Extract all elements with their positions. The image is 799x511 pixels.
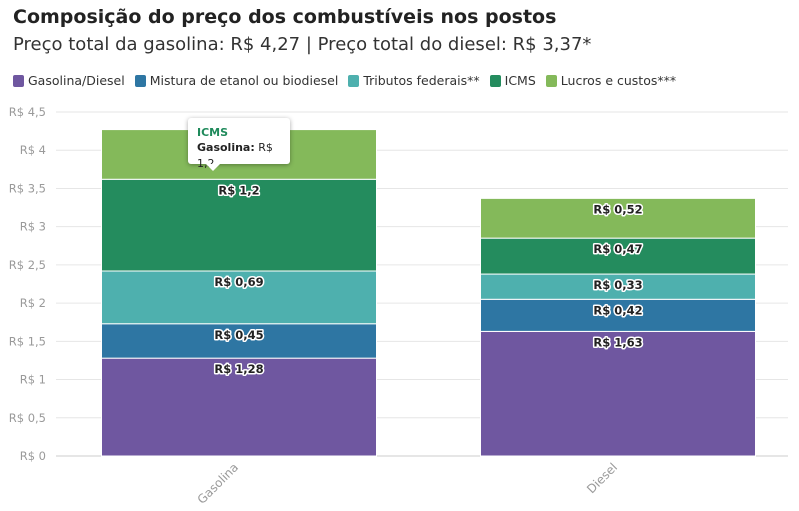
bar-segment[interactable]	[480, 273, 756, 300]
data-label: R$ 0,42	[593, 303, 642, 317]
bar-segment[interactable]	[101, 270, 377, 325]
bar-segment[interactable]	[480, 298, 756, 332]
data-label: R$ 0,33	[593, 278, 642, 292]
data-label: R$ 0,45	[214, 328, 263, 342]
bar-segment[interactable]	[101, 323, 377, 359]
legend-swatch	[13, 74, 24, 87]
tooltip-series-label: Gasolina:	[197, 141, 255, 154]
y-tick-label: R$ 2,5	[9, 258, 46, 272]
x-category-label: Diesel	[584, 460, 620, 496]
tooltip-title: ICMS	[197, 126, 229, 139]
y-tick-label: R$ 2	[20, 296, 46, 310]
bar-segment[interactable]	[480, 330, 756, 457]
legend-label: Lucros e custos***	[560, 73, 677, 88]
legend-label: Gasolina/Diesel	[28, 73, 125, 88]
data-label: R$ 0,52	[593, 202, 642, 216]
bar-segment[interactable]	[480, 197, 756, 239]
tooltip: ICMS Gasolina: R$ 1,2	[188, 118, 290, 171]
y-tick-label: R$ 0	[20, 449, 46, 463]
legend-swatch	[489, 74, 501, 87]
data-label: R$ 0,47	[593, 242, 642, 256]
chart-title: Composição do preço dos combustíveis nos…	[13, 6, 557, 28]
legend: Gasolina/Diesel Mistura de etanol ou bio…	[13, 73, 676, 88]
y-tick-label: R$ 0,5	[9, 411, 46, 425]
legend-swatch	[348, 74, 360, 87]
legend-swatch	[545, 74, 557, 87]
legend-item-mistura[interactable]: Mistura de etanol ou biodiesel	[134, 73, 339, 88]
bar-segment[interactable]	[101, 178, 377, 272]
legend-item-lucros[interactable]: Lucros e custos***	[545, 73, 677, 88]
legend-swatch	[134, 74, 146, 87]
legend-label: ICMS	[504, 73, 536, 88]
bar-segment[interactable]	[480, 237, 756, 275]
legend-item-gasolina-diesel[interactable]: Gasolina/Diesel	[13, 73, 125, 88]
y-tick-label: R$ 4	[20, 143, 46, 157]
data-label: R$ 0,69	[214, 275, 263, 289]
tooltip-body: Gasolina: R$ 1,2	[197, 140, 290, 172]
data-label: R$ 1,2	[218, 183, 259, 197]
data-label: R$ 1,63	[593, 335, 642, 349]
y-tick-label: R$ 1,5	[9, 334, 46, 348]
legend-label: Mistura de etanol ou biodiesel	[149, 73, 339, 88]
legend-label: Tributos federais**	[363, 73, 480, 88]
legend-item-tributos[interactable]: Tributos federais**	[348, 73, 480, 88]
data-label: R$ 1,28	[214, 362, 263, 376]
bar-segment[interactable]	[101, 357, 377, 457]
y-tick-label: R$ 3	[20, 220, 46, 234]
y-tick-label: R$ 1	[20, 373, 46, 387]
x-category-label: Gasolina	[195, 460, 242, 507]
y-tick-label: R$ 4,5	[9, 105, 46, 119]
chart-subtitle: Preço total da gasolina: R$ 4,27 | Preço…	[13, 34, 592, 55]
y-tick-label: R$ 3,5	[9, 181, 46, 195]
legend-item-icms[interactable]: ICMS	[489, 73, 536, 88]
